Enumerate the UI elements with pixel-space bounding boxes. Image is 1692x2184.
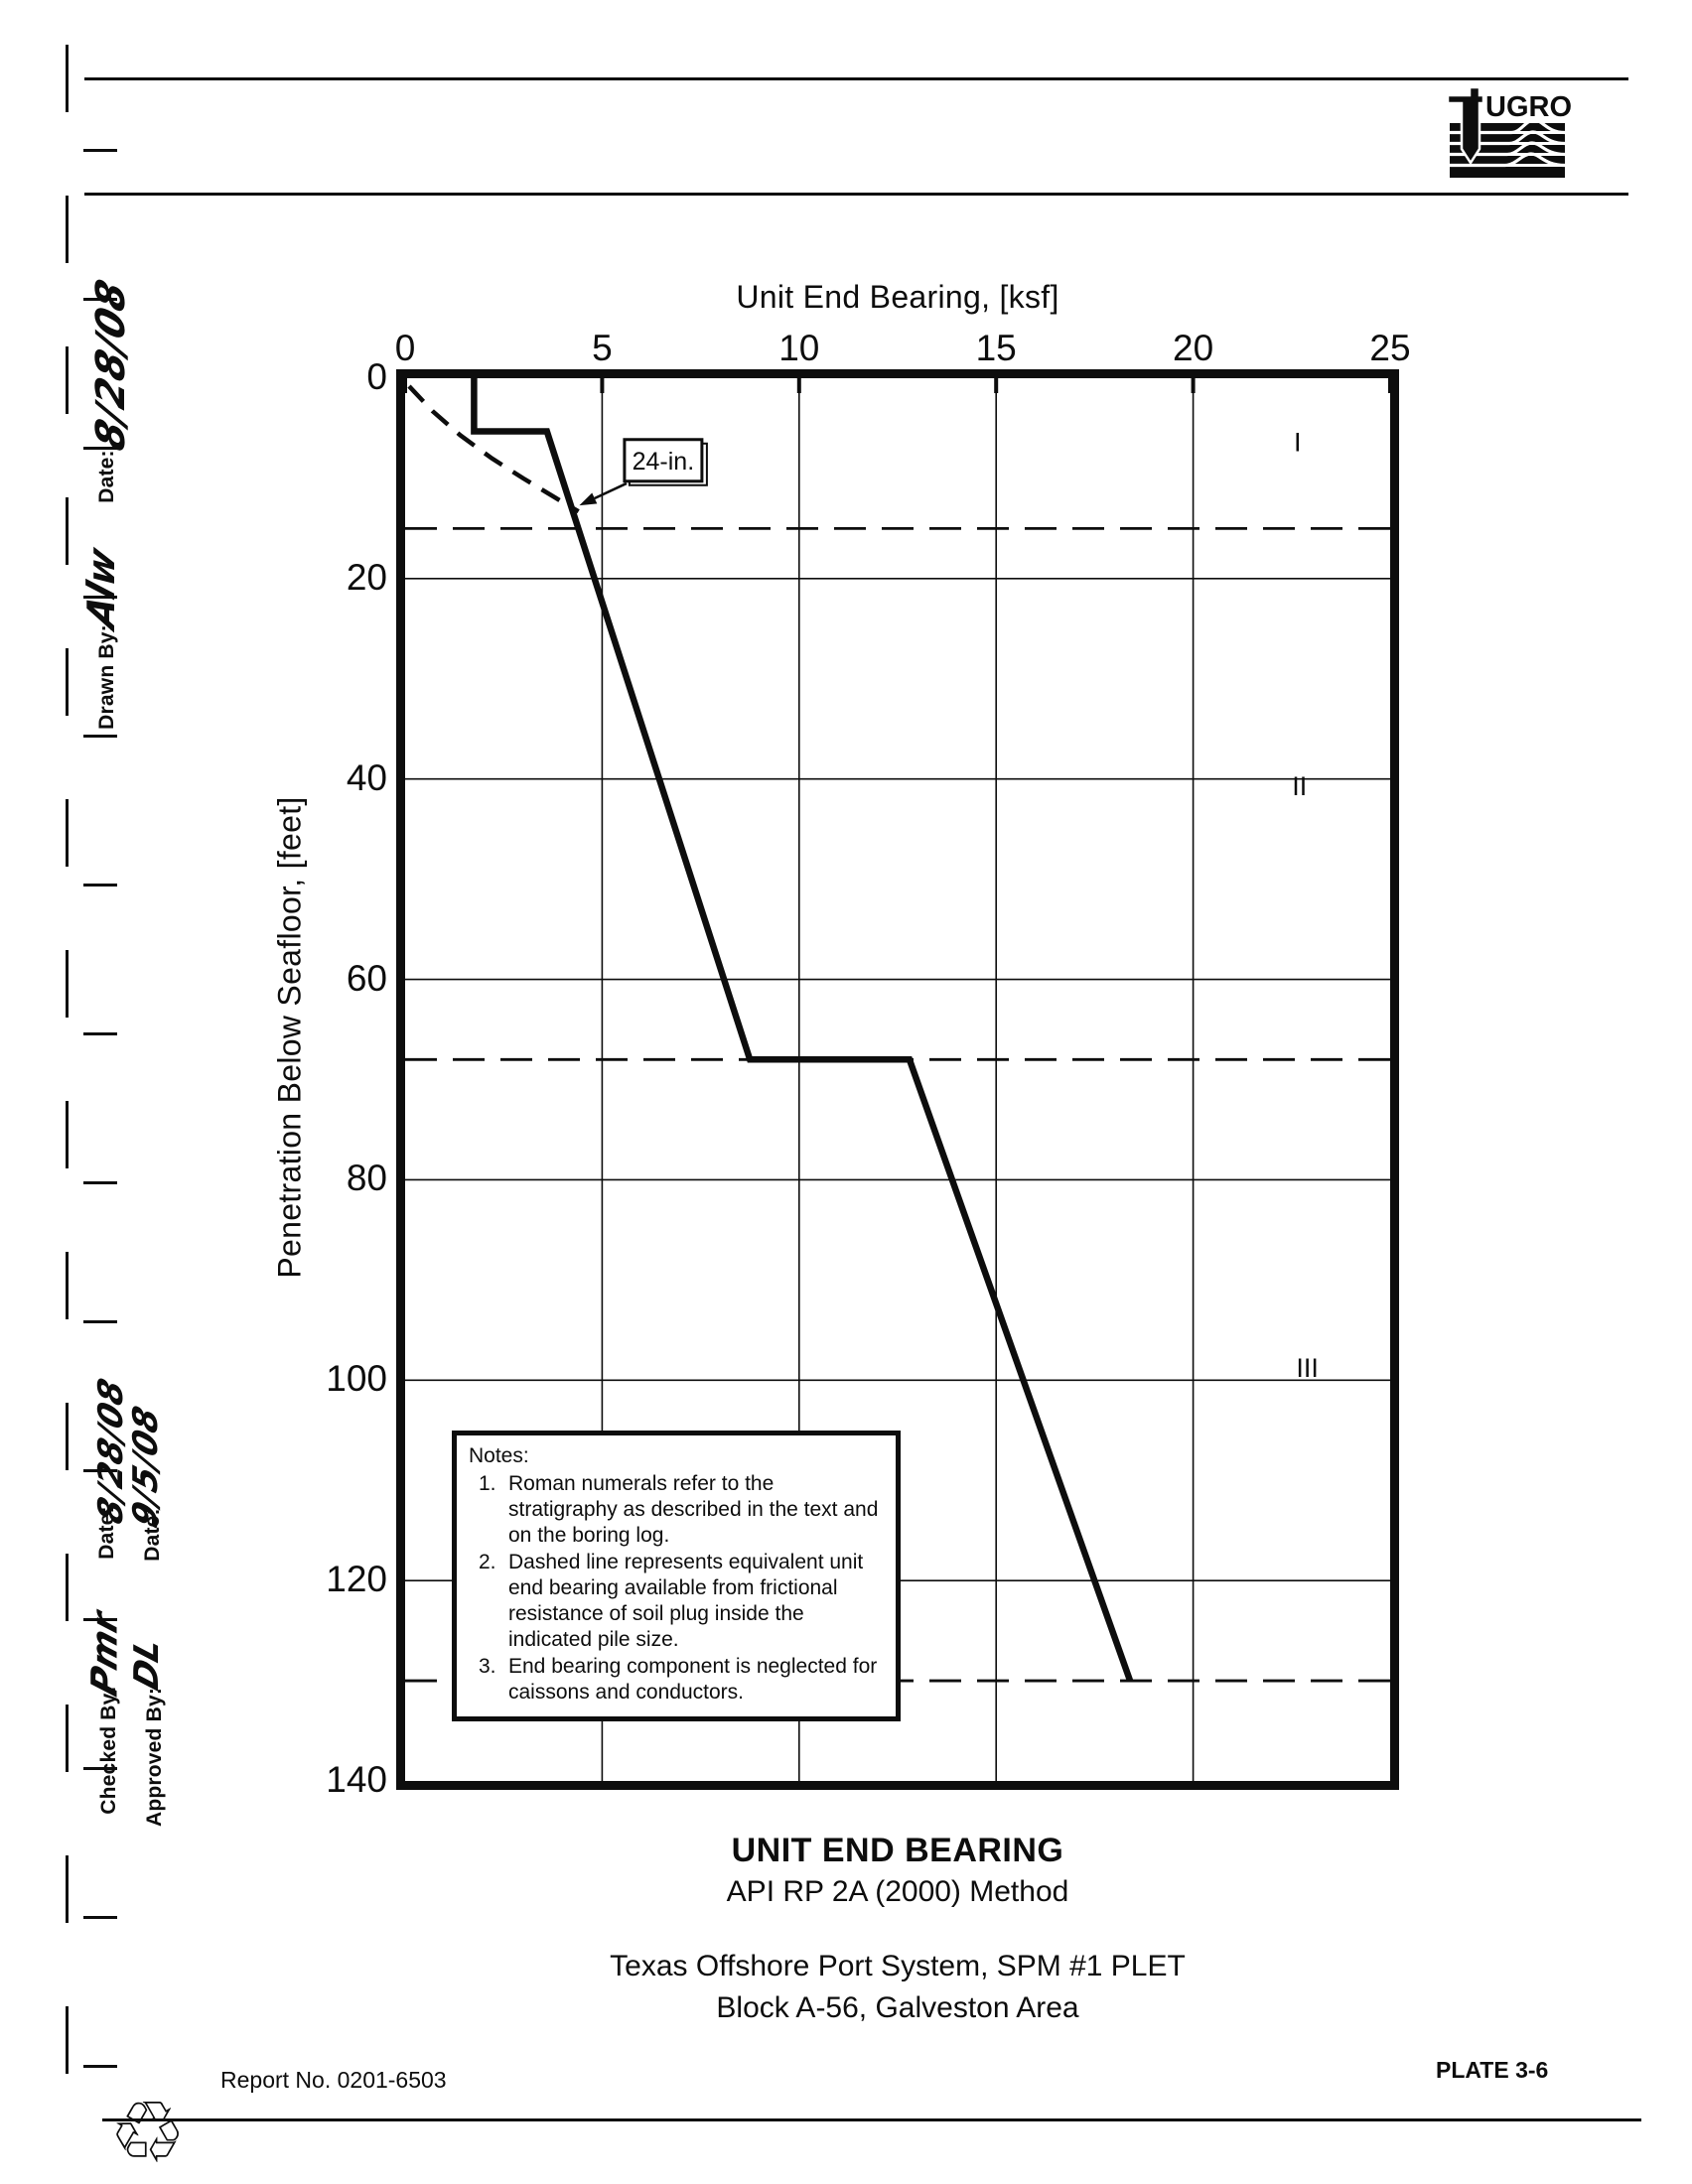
y-tick-label: 100 xyxy=(326,1358,387,1400)
drawn-by-signature: Alw xyxy=(79,542,123,633)
drawn-by-label: Drawn By: xyxy=(95,624,118,730)
y-axis-title: Penetration Below Seafloor, [feet] xyxy=(271,796,308,1279)
plate-title-method: API RP 2A (2000) Method xyxy=(726,1875,1069,1908)
y-tick-label: 140 xyxy=(326,1759,387,1800)
fugro-logo-graphic: UGRO xyxy=(1446,85,1572,178)
x-tick-label: 0 xyxy=(394,328,416,368)
edge-tick-mark xyxy=(83,1767,117,1770)
edge-tick-mark xyxy=(83,1916,117,1919)
notes-item-text: End bearing component is neglected for c… xyxy=(508,1655,878,1705)
edge-tick-mark xyxy=(83,596,117,599)
x-tick-label: 10 xyxy=(778,328,820,368)
drawn-date-handwritten: 8/28/08 xyxy=(88,274,134,457)
recycle-icon: ♲ xyxy=(109,2084,187,2183)
fugro-logo: UGRO xyxy=(1440,83,1575,185)
fugro-pile-arrow-icon xyxy=(1446,85,1485,166)
y-tick-label: 60 xyxy=(346,957,387,999)
edge-tick-mark xyxy=(83,447,117,450)
header-rule-top xyxy=(84,77,1628,80)
checked-date-label: Date: xyxy=(95,1506,118,1560)
y-tick-label: 0 xyxy=(366,356,387,397)
y-tick-label: 40 xyxy=(346,756,387,798)
y-tick-label: 80 xyxy=(346,1158,387,1199)
plate-title-location: Block A-56, Galveston Area xyxy=(716,1991,1079,2024)
notes-item: 2. Dashed line represents equivalent unit… xyxy=(479,1550,886,1653)
series-dashed-line xyxy=(407,384,580,514)
notes-box: Notes: 1. Roman numerals refer to the str… xyxy=(452,1431,901,1722)
edge-tick-mark xyxy=(83,1181,117,1184)
notes-title: Notes: xyxy=(469,1444,529,1467)
x-axis-title: Unit End Bearing, [ksf] xyxy=(736,279,1059,315)
notes-item-number: 1. xyxy=(479,1472,496,1496)
notes-item: 1. Roman numerals refer to the stratigrap… xyxy=(479,1471,886,1549)
series-solid-line xyxy=(471,378,1134,1683)
edge-tick-mark xyxy=(83,149,117,152)
notes-item-text: Roman numerals refer to the stratigraphy… xyxy=(508,1472,879,1548)
notes-list: 1. Roman numerals refer to the stratigrap… xyxy=(469,1471,886,1706)
edge-tick-mark xyxy=(83,1032,117,1035)
checked-by-label: Checked By: xyxy=(97,1686,120,1815)
plate-number: PLATE 3-6 xyxy=(1436,2057,1549,2083)
approved-by-label: Approved By: xyxy=(143,1687,166,1828)
edge-tick-mark xyxy=(83,2065,117,2068)
annotation-label: 24-in. xyxy=(633,448,695,476)
edge-tick-mark xyxy=(83,1618,117,1621)
fugro-wordmark: UGRO xyxy=(1485,91,1572,123)
plate-title-main: UNIT END BEARING xyxy=(731,1832,1064,1869)
stratum-label-III: III xyxy=(1296,1353,1319,1383)
x-tick-label: 5 xyxy=(592,328,613,368)
approved-date-label: Date: xyxy=(141,1508,164,1562)
notes-item: 3. End bearing component is neglected for… xyxy=(479,1654,886,1706)
edge-tick-mark xyxy=(83,1469,117,1472)
plate-title-project: Texas Offshore Port System, SPM #1 PLET xyxy=(610,1950,1186,1982)
notes-item-text: Dashed line represents equivalent unit e… xyxy=(508,1551,864,1652)
annotation-box xyxy=(623,438,704,483)
annotation-arrow-line xyxy=(594,481,628,500)
x-tick-label: 20 xyxy=(1173,328,1214,368)
approved-by-signature: DL xyxy=(127,1632,167,1696)
x-tick-label: 15 xyxy=(975,328,1017,368)
y-tick-label: 20 xyxy=(346,556,387,598)
edge-tick-mark xyxy=(83,1320,117,1323)
notes-item-number: 2. xyxy=(479,1551,496,1574)
edge-tick-mark xyxy=(83,735,117,738)
drawn-date-label: Date: xyxy=(95,450,118,503)
page-left-edge-dashed-line xyxy=(66,45,69,2139)
stratum-label-II: II xyxy=(1292,771,1307,801)
report-number: Report No. 0201-6503 xyxy=(220,2067,447,2093)
stratum-label-I: I xyxy=(1294,428,1302,458)
annotation-arrowhead xyxy=(579,492,598,506)
edge-tick-mark xyxy=(83,298,117,301)
x-tick-label: 25 xyxy=(1369,328,1411,368)
header-rule-bottom xyxy=(84,193,1628,196)
notes-item-number: 3. xyxy=(479,1655,496,1679)
footer-rule xyxy=(102,2118,1641,2121)
edge-tick-mark xyxy=(83,884,117,887)
y-tick-label: 120 xyxy=(326,1559,387,1600)
